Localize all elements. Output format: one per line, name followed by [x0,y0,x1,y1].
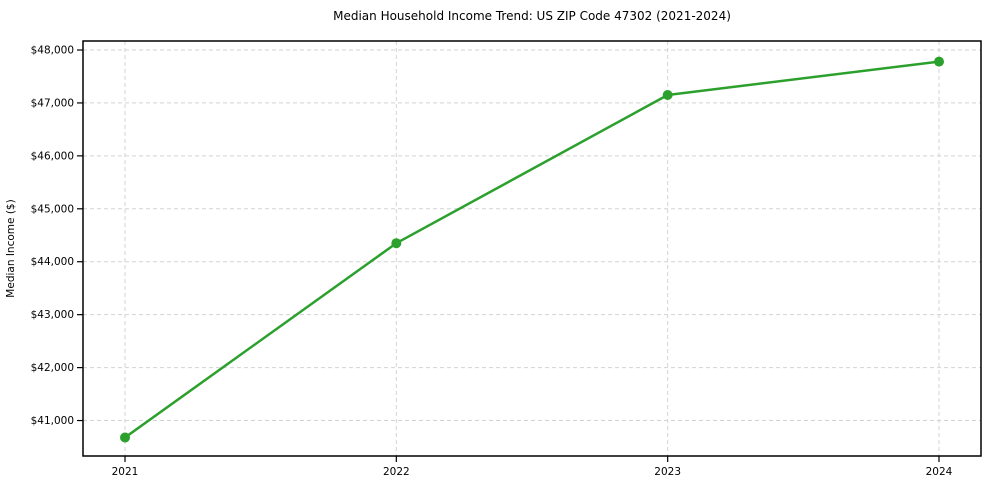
y-tick-label: $43,000 [31,309,74,321]
data-point [391,238,402,249]
y-tick-label: $42,000 [31,362,74,374]
data-point [662,89,673,100]
y-tick-label: $48,000 [31,44,74,56]
y-tick-label: $46,000 [31,150,74,162]
y-tick-label: $41,000 [31,415,74,427]
chart-title: Median Household Income Trend: US ZIP Co… [333,9,731,23]
y-axis-label: Median Income ($) [5,199,17,297]
x-tick-label: 2024 [926,466,953,478]
y-tick-label: $44,000 [31,256,74,268]
x-tick-label: 2023 [654,466,681,478]
x-tick-label: 2021 [112,466,139,478]
y-tick-label: $45,000 [31,203,74,215]
data-point [934,56,944,67]
y-tick-label: $47,000 [31,97,74,109]
x-tick-label: 2022 [383,466,410,478]
series-line [123,60,941,439]
data-point [120,432,130,443]
plot-border [82,40,982,457]
